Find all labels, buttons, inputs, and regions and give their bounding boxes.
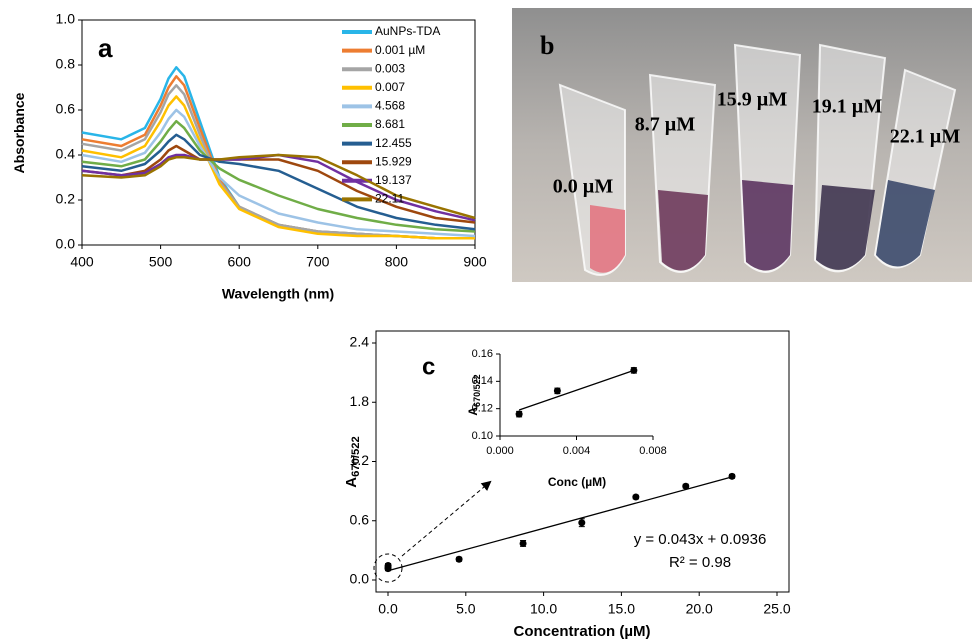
chart: 0.000 0.004 0.008 0.10 0.12 0.14 0.16 Conc (µM)… <box>466 348 667 489</box>
annotation: y = 0.043x + 0.0936 <box>634 531 767 548</box>
legend-label: 0.001 µM <box>375 43 425 57</box>
liquid <box>742 180 793 271</box>
data-point <box>384 561 392 569</box>
y-tick-label: 0.0 <box>350 571 370 587</box>
data-point <box>455 555 463 563</box>
panel-label: a <box>98 33 113 63</box>
y-tick-label: 1.0 <box>56 11 76 27</box>
y-tick-label: 0.16 <box>472 348 493 360</box>
y-tick-label: 0.6 <box>350 511 370 527</box>
x-tick-label: 10.0 <box>530 601 557 617</box>
x-tick-label: 0.000 <box>486 445 514 457</box>
liquid <box>590 205 625 273</box>
y-tick-label: 0.14 <box>472 375 493 387</box>
data-point <box>630 366 638 374</box>
liquid <box>876 180 935 267</box>
y-axis-label: Absorbance <box>11 92 27 173</box>
y-tick-label: 2.4 <box>350 334 370 350</box>
y-tick-label: 0.12 <box>472 403 493 415</box>
x-axis-label: Conc (µM) <box>548 475 606 489</box>
legend-label: 19.137 <box>375 173 412 187</box>
annotation: R² = 0.98 <box>669 554 731 571</box>
data-point <box>682 482 690 490</box>
y-tick-label: 0.2 <box>56 191 76 207</box>
y-axis-label: A670/522 <box>466 374 482 415</box>
y-tick-label: 0.0 <box>56 236 76 252</box>
x-tick-label: 25.0 <box>763 601 790 617</box>
legend-label: 15.929 <box>375 154 412 168</box>
data-point <box>519 539 527 547</box>
panel-label: b <box>540 31 554 60</box>
legend-label: 22.11 <box>375 192 404 206</box>
chart: 0.0 5.0 10.0 15.0 20.0 25.0 0.0 0.6 1.2 1.8 2.4 Con… <box>343 330 791 640</box>
liquid <box>816 185 875 270</box>
x-tick-label: 5.0 <box>456 601 476 617</box>
y-axis-label: A670/522 <box>343 436 362 488</box>
x-tick-label: 20.0 <box>686 601 713 617</box>
series-line <box>81 108 476 238</box>
data-point <box>728 472 736 480</box>
trendline <box>387 476 733 572</box>
x-tick-label: 400 <box>70 254 94 270</box>
highlight-circle <box>373 553 403 583</box>
legend-label: 4.568 <box>375 99 405 113</box>
series-line <box>81 153 476 220</box>
x-tick-label: 700 <box>306 254 330 270</box>
x-tick-label: 600 <box>228 254 252 270</box>
y-axis-label-main: A <box>343 477 360 488</box>
x-tick-label: 15.0 <box>608 601 635 617</box>
tubes <box>558 43 957 276</box>
liquid <box>658 190 708 271</box>
tube-label: 19.1 µM <box>812 96 883 118</box>
legend-label: 0.003 <box>375 61 405 75</box>
x-tick-label: 0.0 <box>378 601 398 617</box>
data-point <box>515 410 523 418</box>
series-line <box>81 144 476 224</box>
tube-label: 0.0 µM <box>553 176 614 198</box>
plot-frame <box>375 330 790 593</box>
tube-label: 8.7 µM <box>635 114 696 136</box>
y-axis-label-main: Absorbance <box>11 92 27 173</box>
legend-label: 0.007 <box>375 80 405 94</box>
data-point <box>578 519 586 527</box>
y-axis-label-main: A <box>466 407 480 416</box>
zoom-arrow <box>401 480 492 557</box>
data-point <box>553 387 561 395</box>
x-axis-label: Concentration (µM) <box>514 623 651 640</box>
data-point <box>632 493 640 501</box>
x-tick-label: 0.004 <box>563 445 591 457</box>
x-tick-label: 900 <box>463 254 487 270</box>
y-tick-label: 0.10 <box>472 430 493 442</box>
y-tick-label: 0.6 <box>56 101 76 117</box>
y-axis-label-subscript: 670/522 <box>350 436 362 477</box>
series-line <box>81 95 475 240</box>
photo-panel: b 0.0 µM 8.7 µM 15.9 µM 19.1 µM 22.1 µM <box>512 8 972 282</box>
legend-label: AuNPs-TDA <box>375 24 440 38</box>
legend-label: 12.455 <box>375 136 412 150</box>
tube-label: 22.1 µM <box>890 126 961 148</box>
y-tick-label: 0.4 <box>56 146 76 162</box>
chart: 400 500 600 700 800 900 0.0 0.2 0.4 0.6 0.8 1.0 Wave… <box>11 11 487 302</box>
y-tick-label: 0.8 <box>56 56 76 72</box>
y-tick-label: 1.8 <box>350 393 370 409</box>
trendline <box>518 369 635 411</box>
panel-label: c <box>422 353 435 380</box>
tube-label: 15.9 µM <box>717 89 788 111</box>
x-axis-label: Wavelength (nm) <box>222 286 334 302</box>
x-tick-label: 500 <box>149 254 173 270</box>
y-axis-label-subscript: 670/522 <box>472 374 482 407</box>
legend-label: 8.681 <box>375 117 405 131</box>
x-tick-label: 0.008 <box>639 445 667 457</box>
y-tick-label: 1.2 <box>350 452 370 468</box>
x-tick-label: 800 <box>385 254 409 270</box>
